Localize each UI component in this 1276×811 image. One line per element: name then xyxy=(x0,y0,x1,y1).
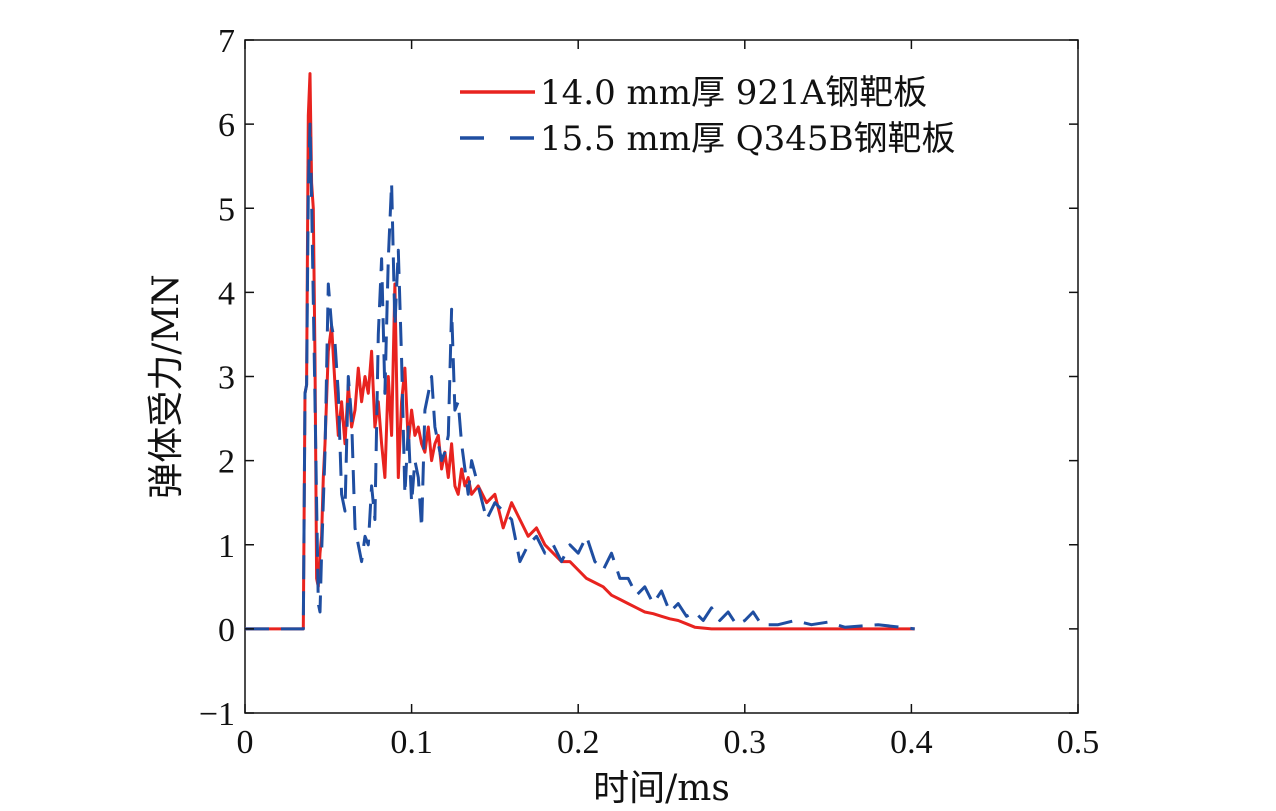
x-tick-label: 0.4 xyxy=(890,724,933,761)
y-tick-label: 4 xyxy=(218,275,235,312)
x-axis-tick-labels: 0 0.1 0.2 0.3 0.4 0.5 xyxy=(237,724,1100,761)
x-tick-label: 0.1 xyxy=(390,724,433,761)
y-tick-label: 6 xyxy=(218,107,235,144)
y-tick-label: 7 xyxy=(218,23,235,60)
legend-label-series-2: 15.5 mm厚 Q345B钢靶板 xyxy=(540,119,956,159)
y-axis-ticks xyxy=(245,39,1078,714)
x-tick-label: 0.2 xyxy=(557,724,600,761)
y-tick-label: 0 xyxy=(218,612,235,649)
legend-label-series-1: 14.0 mm厚 921A钢靶板 xyxy=(540,73,927,113)
y-tick-label: 1 xyxy=(218,528,235,565)
y-axis-title: 弹体受力/MN xyxy=(146,274,187,499)
series-line-1 xyxy=(245,72,915,631)
y-tick-label: 3 xyxy=(218,360,235,397)
y-axis-tick-labels: −1 0 1 2 3 4 5 6 7 xyxy=(199,23,235,733)
legend: 14.0 mm厚 921A钢靶板 15.5 mm厚 Q345B钢靶板 xyxy=(460,73,956,159)
y-tick-label: 5 xyxy=(218,191,235,228)
y-tick-label: 2 xyxy=(218,444,235,481)
x-tick-label: 0.3 xyxy=(724,724,767,761)
x-axis-ticks xyxy=(244,40,1079,713)
x-tick-label: 0.5 xyxy=(1057,724,1100,761)
x-axis-title: 时间/ms xyxy=(593,768,730,809)
x-tick-label: 0 xyxy=(237,724,254,761)
series-line-2 xyxy=(245,122,915,631)
series-layer xyxy=(245,72,915,631)
y-tick-label: −1 xyxy=(199,696,235,733)
